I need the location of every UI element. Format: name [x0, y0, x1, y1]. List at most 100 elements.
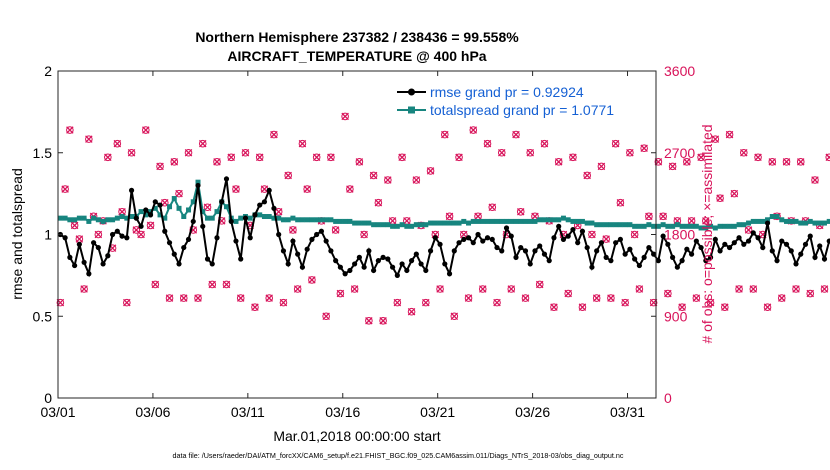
rmse-point [228, 218, 234, 225]
totalspread-point [404, 223, 410, 229]
rmse-point [703, 258, 709, 264]
rmse-point [81, 259, 87, 265]
obs-possible-marker [768, 158, 777, 166]
rmse-point [261, 199, 268, 205]
obs-possible-marker [336, 289, 345, 298]
rmse-point [622, 251, 628, 257]
obs-possible-marker [341, 112, 349, 121]
totalspread-point [205, 215, 210, 221]
rmse-point [522, 248, 529, 254]
rmse-point [807, 233, 813, 239]
obs-assimilated-marker [535, 280, 544, 289]
totalspread-point [532, 218, 538, 224]
totalspread-point [655, 223, 661, 229]
obs-possible-marker [777, 294, 786, 302]
obs-assimilated-marker [711, 135, 720, 143]
obs-assimilated-marker [66, 126, 74, 134]
totalspread-point [622, 222, 628, 228]
totalspread-point [466, 220, 472, 226]
totalspread-point [190, 199, 196, 205]
obs-possible-marker [441, 130, 449, 139]
totalspread-point [627, 222, 633, 228]
totalspread-point [821, 220, 827, 226]
totalspread-point [176, 205, 182, 211]
totalspread-point [760, 218, 766, 224]
totalspread-point [356, 220, 362, 226]
rmse-point [579, 228, 586, 234]
obs-assimilated-marker [289, 226, 297, 234]
obs-assimilated-marker [113, 139, 122, 148]
obs-possible-marker [588, 230, 596, 239]
rmse-point [114, 228, 120, 234]
rmse-point [598, 240, 605, 246]
obs-possible-marker [113, 139, 122, 148]
rmse-point [636, 262, 642, 269]
obs-assimilated-marker [607, 294, 615, 302]
obs-assimilated-marker [597, 162, 606, 171]
rmse-point [603, 254, 609, 260]
totalspread-point [247, 215, 253, 221]
obs-possible-marker [740, 148, 748, 157]
obs-possible-marker [436, 285, 444, 293]
totalspread-point [722, 223, 728, 229]
chart-title-line2: AIRCRAFT_TEMPERATURE @ 400 hPa [227, 48, 486, 64]
obs-possible-marker [550, 303, 558, 311]
rmse-point [651, 251, 657, 257]
legend-rmse-label: rmse grand pr = 0.92924 [430, 84, 584, 100]
obs-assimilated-marker [702, 217, 710, 225]
rmse-point [442, 261, 448, 267]
totalspread-point [385, 222, 391, 228]
totalspread-point [214, 209, 220, 215]
obs-possible-marker [526, 148, 535, 157]
totalspread-point [765, 217, 771, 223]
totalspread-point [328, 217, 334, 223]
totalspread-point [209, 215, 215, 221]
obs-assimilated-marker [455, 153, 463, 162]
totalspread-point [793, 218, 799, 224]
totalspread-point [333, 218, 339, 224]
obs-assimilated-marker [806, 289, 815, 298]
obs-assimilated-marker [683, 158, 691, 166]
rmse-point [328, 248, 334, 254]
totalspread-point [598, 222, 604, 228]
x-tick-label: 03/31 [610, 404, 645, 420]
rmse-point [219, 199, 225, 205]
obs-assimilated-marker [640, 144, 648, 152]
obs-possible-marker [493, 298, 501, 307]
totalspread-point [195, 179, 201, 185]
rmse-point [465, 235, 472, 241]
obs-assimilated-marker [284, 171, 292, 180]
totalspread-point [375, 222, 381, 228]
rmse-point [299, 264, 306, 270]
obs-possible-marker [369, 171, 378, 180]
obs-assimilated-marker [645, 212, 653, 221]
totalspread-point [613, 222, 619, 228]
obs-possible-marker [227, 153, 236, 162]
obs-possible-marker [626, 148, 634, 157]
rmse-point [147, 212, 154, 218]
obs-possible-marker [445, 212, 454, 221]
obs-assimilated-marker [616, 198, 625, 207]
y-axis-right: 0 900 1800 2700 3600 [651, 63, 695, 406]
rmse-point [470, 240, 476, 246]
rmse-point [124, 235, 130, 241]
totalspread-point [660, 222, 666, 228]
rmse-point [242, 215, 249, 221]
totalspread-point [91, 215, 97, 221]
obs-assimilated-marker [293, 285, 302, 293]
rmse-point [375, 258, 381, 264]
totalspread-point [157, 212, 163, 218]
totalspread-point [152, 205, 158, 211]
rmse-point [133, 215, 139, 221]
totalspread-point [380, 222, 386, 228]
obs-assimilated-marker [331, 226, 340, 234]
rmse-point [489, 236, 495, 243]
obs-possible-marker [189, 226, 198, 234]
obs-possible-marker [222, 280, 231, 289]
rmse-point [707, 254, 714, 260]
totalspread-point [703, 225, 709, 231]
obs-possible-marker [346, 185, 354, 193]
rmse-point [764, 220, 771, 226]
obs-possible-marker [564, 289, 572, 298]
rmse-point [185, 236, 192, 243]
